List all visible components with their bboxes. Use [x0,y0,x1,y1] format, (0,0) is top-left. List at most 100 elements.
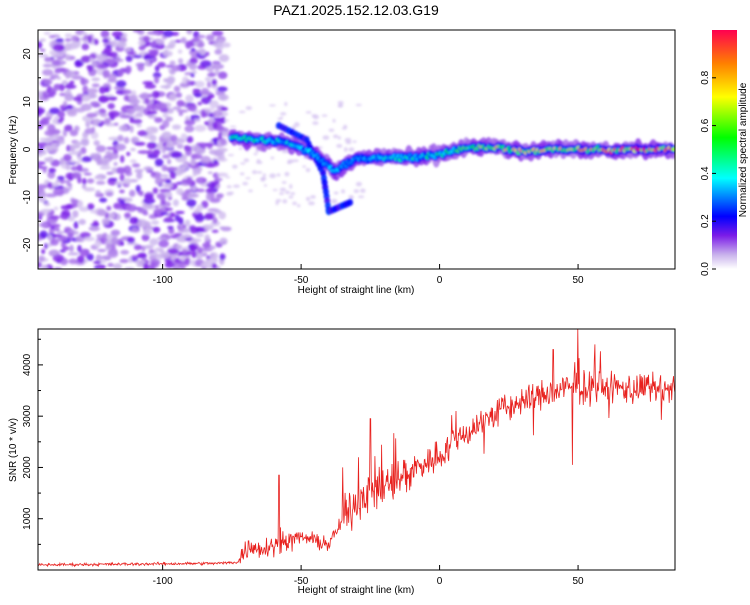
scatter-blob [297,204,301,208]
noise-blob [71,202,78,208]
noise-blob [184,125,195,133]
noise-blob [47,156,54,163]
noise-blob [99,197,108,203]
scatter-blob [336,144,343,148]
noise-blob [107,73,117,82]
noise-blob [111,40,119,48]
noise-blob [176,99,185,107]
noise-blob [156,236,168,241]
noise-blob [146,30,159,35]
noise-blob [129,159,137,164]
noise-blob [186,199,197,207]
noise-blob [128,95,138,100]
noise-blob [144,98,150,105]
noise-blob [80,55,92,63]
noise-blob [205,142,214,148]
noise-blob [117,69,124,76]
noise-blob [205,187,213,194]
noise-blob [213,137,218,146]
noise-blob [39,48,46,53]
scatter-blob [352,140,357,143]
noise-blob [173,85,181,93]
snr-panel: -100 -50 0 50 1000 2000 3000 4000 Height of st… [8,328,676,596]
noise-blob [180,133,188,141]
noise-blob [106,171,114,175]
noise-blob [59,105,66,110]
noise-blob [220,106,228,112]
scatter-blob [321,114,328,117]
noise-blob [218,132,223,138]
noise-blob [107,249,119,258]
noise-blob [200,155,211,164]
noise-blob [191,185,197,191]
noise-blob [93,260,102,265]
noise-blob [173,232,183,237]
noise-blob [79,232,91,239]
noise-blob [219,237,228,245]
noise-blob [200,96,212,105]
noise-blob [211,229,219,234]
noise-blob [90,131,99,140]
noise-blob [160,200,166,206]
noise-blob [107,262,114,268]
scatter-blob [345,141,352,145]
scatter-blob [355,181,362,187]
scatter-blob [255,149,259,153]
noise-blob [91,83,100,88]
noise-blob [160,85,172,89]
noise-blob [74,161,80,165]
noise-blob [213,177,223,182]
noise-blob [132,118,143,125]
scatter-blob [338,103,344,108]
noise-blob [91,60,98,69]
scatter-blob [276,173,281,177]
branch-blob [347,198,354,206]
noise-blob [183,145,192,152]
noise-blob [125,67,131,75]
noise-blob [87,203,95,211]
noise-blob [119,258,129,264]
noise-blob [138,45,146,51]
noise-blob [42,92,48,100]
noise-blob [62,209,71,217]
noise-blob [76,255,85,264]
noise-blob [39,230,48,239]
scatter-blob [277,117,282,121]
y-tick-label: 3000 [22,405,33,428]
noise-blob [154,205,159,209]
noise-blob [123,136,130,144]
noise-blob [207,171,213,175]
noise-blob [184,257,191,266]
noise-blob [124,212,131,219]
noise-blob [56,175,65,181]
scatter-blob [284,190,291,195]
scatter-blob [263,184,268,187]
noise-blob [83,236,96,242]
scatter-blob [269,173,276,179]
noise-blob [201,142,207,150]
noise-blob [98,86,106,94]
noise-blob [52,254,65,263]
scatter-blob [344,137,352,143]
noise-blob [103,117,112,125]
noise-blob [113,202,122,210]
snr-frame [37,328,676,571]
noise-blob [191,250,197,259]
noise-blob [65,104,74,110]
noise-blob [141,234,150,242]
noise-blob [65,82,74,90]
noise-blob [136,123,142,128]
noise-blob [95,145,106,153]
noise-blob [155,40,164,44]
noise-blob [114,35,122,41]
noise-blob [68,216,75,222]
noise-blob [111,236,119,245]
noise-blob [119,155,125,163]
colorbar-tick-label: 0.4 [700,166,711,180]
noise-blob [64,93,74,102]
noise-blob [163,145,168,151]
scatter-blob [305,111,312,114]
noise-blob [114,58,124,63]
noise-blob [176,109,189,113]
